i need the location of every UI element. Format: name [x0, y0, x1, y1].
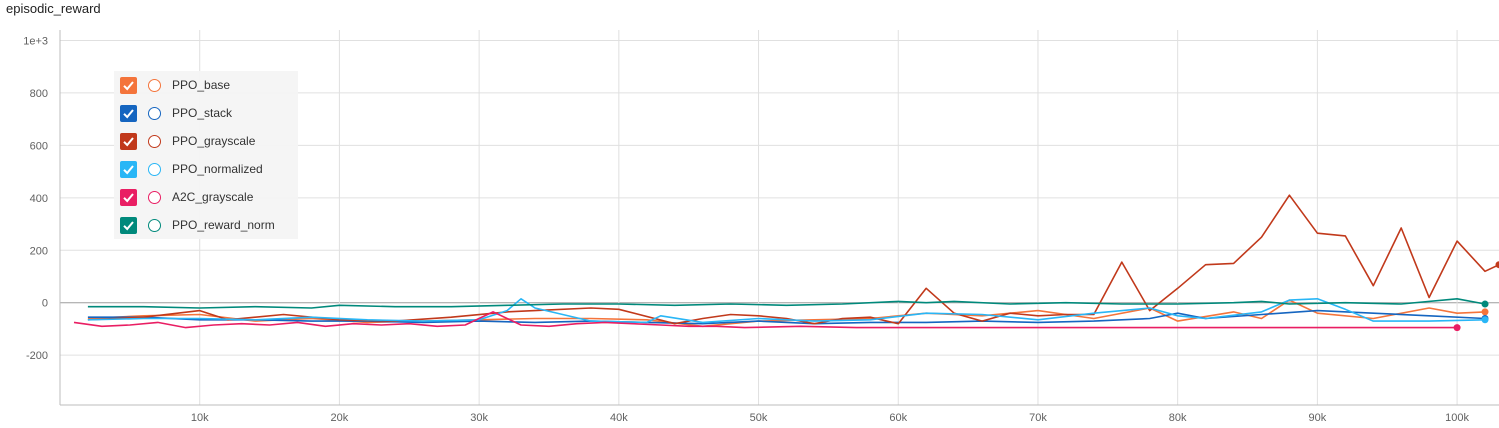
y-tick-label: -200 [26, 350, 48, 362]
checkbox-icon[interactable] [120, 76, 137, 94]
grid-lines [60, 30, 1499, 405]
legend-label: PPO_grayscale [172, 134, 256, 148]
y-tick-label: 600 [30, 140, 48, 152]
chart-title: episodic_reward [6, 1, 101, 16]
legend: PPO_base PPO_stack PPO_grayscale PPO_normal… [114, 71, 298, 239]
y-tick-label: 1e+3 [23, 35, 48, 47]
legend-item-ppo-grayscale[interactable]: PPO_grayscale [120, 131, 255, 151]
series-line-ppo-reward-norm [87, 297, 1486, 309]
circle-radio-icon[interactable] [148, 190, 161, 204]
checkbox-icon[interactable] [120, 216, 137, 234]
legend-item-ppo-base[interactable]: PPO_base [120, 75, 230, 95]
y-tick-label: 0 [42, 298, 48, 310]
series-endpoint-ppo-grayscale [1495, 261, 1499, 269]
x-tick-label: 30k [470, 412, 488, 424]
legend-item-ppo-normalized[interactable]: PPO_normalized [120, 159, 263, 179]
x-tick-label: 90k [1309, 412, 1327, 424]
checkbox-icon[interactable] [120, 160, 137, 178]
series-endpoint-ppo-base [1481, 308, 1489, 316]
x-tick-label: 70k [1029, 412, 1047, 424]
axes [59, 30, 1499, 406]
series-endpoint-a2c-grayscale [1453, 324, 1461, 332]
series-line-ppo-normalized [87, 297, 1486, 324]
y-tick-label: 800 [30, 88, 48, 100]
x-tick-label: 10k [191, 412, 209, 424]
x-tick-label: 20k [331, 412, 349, 424]
checkbox-icon[interactable] [120, 104, 137, 122]
series-endpoint-ppo-normalized [1481, 316, 1489, 324]
legend-label: A2C_grayscale [172, 190, 254, 204]
circle-radio-icon[interactable] [148, 134, 161, 148]
legend-label: PPO_base [172, 78, 231, 92]
series-line-a2c-grayscale [73, 311, 1458, 329]
circle-radio-icon[interactable] [148, 162, 161, 176]
circle-radio-icon[interactable] [148, 218, 161, 232]
series-endpoint-ppo-reward-norm [1481, 300, 1489, 308]
x-tick-label: 50k [750, 412, 768, 424]
legend-label: PPO_stack [172, 106, 233, 120]
legend-item-a2c-grayscale[interactable]: A2C_grayscale [120, 187, 253, 207]
checkbox-icon[interactable] [120, 188, 137, 206]
circle-radio-icon[interactable] [148, 106, 161, 120]
x-tick-label: 60k [889, 412, 907, 424]
x-tick-label: 40k [610, 412, 628, 424]
y-tick-label: 200 [30, 245, 48, 257]
tick-labels: -200 0 200 400 600 800 1e+3 10k 20k 30k 40k 50k 60k 7… [23, 35, 1469, 424]
x-tick-label: 100k [1445, 412, 1469, 424]
circle-radio-icon[interactable] [148, 78, 161, 92]
legend-label: PPO_reward_norm [172, 218, 275, 232]
series-lines [73, 194, 1499, 332]
x-tick-label: 80k [1169, 412, 1187, 424]
series-line-ppo-grayscale [87, 194, 1499, 325]
legend-item-ppo-reward-norm[interactable]: PPO_reward_norm [120, 215, 275, 235]
legend-item-ppo-stack[interactable]: PPO_stack [120, 103, 232, 123]
y-tick-label: 400 [30, 193, 48, 205]
checkbox-icon[interactable] [120, 132, 137, 150]
legend-label: PPO_normalized [172, 162, 263, 176]
